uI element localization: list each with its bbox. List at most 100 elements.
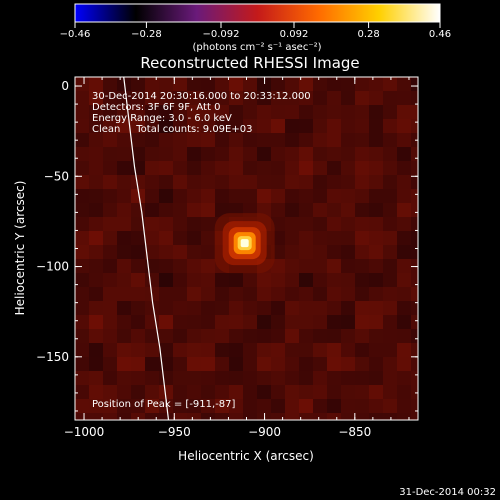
- texture-cell: [355, 161, 369, 175]
- texture-cell: [327, 161, 341, 175]
- y-tick-label: 0: [61, 79, 69, 93]
- texture-cell: [159, 413, 173, 420]
- texture-cell: [285, 231, 299, 245]
- colorbar-tick-label: 0.46: [429, 29, 451, 40]
- texture-cell: [341, 259, 355, 273]
- texture-cell: [369, 315, 383, 329]
- texture-cell: [103, 399, 117, 413]
- texture-cell: [285, 385, 299, 399]
- texture-cell: [215, 119, 229, 133]
- texture-cell: [89, 301, 103, 315]
- texture-cell: [285, 357, 299, 371]
- texture-cell: [243, 385, 257, 399]
- colorbar-tick-label: −0.092: [202, 29, 239, 40]
- texture-cell: [173, 175, 187, 189]
- y-tick-label: −50: [44, 169, 69, 183]
- texture-cell: [397, 385, 411, 399]
- texture-cell: [89, 231, 103, 245]
- texture-cell: [145, 77, 159, 91]
- texture-cell: [229, 343, 243, 357]
- texture-cell: [383, 91, 397, 105]
- y-tick-label: −100: [36, 260, 69, 274]
- texture-cell: [75, 203, 89, 217]
- texture-cell: [397, 161, 411, 175]
- texture-cell: [229, 301, 243, 315]
- texture-cell: [369, 189, 383, 203]
- texture-cell: [187, 315, 201, 329]
- texture-cell: [103, 371, 117, 385]
- texture-cell: [327, 175, 341, 189]
- texture-cell: [89, 147, 103, 161]
- texture-cell: [131, 203, 145, 217]
- texture-cell: [159, 273, 173, 287]
- texture-cell: [313, 357, 327, 371]
- texture-cell: [411, 245, 418, 259]
- texture-cell: [383, 133, 397, 147]
- texture-cell: [383, 371, 397, 385]
- texture-cell: [159, 91, 173, 105]
- texture-cell: [117, 371, 131, 385]
- texture-cell: [397, 371, 411, 385]
- texture-cell: [271, 175, 285, 189]
- texture-cell: [285, 105, 299, 119]
- texture-cell: [145, 189, 159, 203]
- texture-cell: [355, 189, 369, 203]
- texture-cell: [187, 147, 201, 161]
- texture-cell: [201, 133, 215, 147]
- texture-cell: [285, 301, 299, 315]
- texture-cell: [271, 385, 285, 399]
- texture-cell: [369, 371, 383, 385]
- texture-cell: [75, 413, 89, 420]
- texture-cell: [285, 329, 299, 343]
- texture-cell: [411, 413, 418, 420]
- texture-cell: [145, 105, 159, 119]
- texture-cell: [369, 175, 383, 189]
- texture-cell: [257, 105, 271, 119]
- texture-cell: [341, 399, 355, 413]
- texture-cell: [355, 259, 369, 273]
- texture-cell: [103, 77, 117, 91]
- texture-cell: [201, 315, 215, 329]
- texture-cell: [411, 301, 418, 315]
- texture-cell: [397, 217, 411, 231]
- texture-cell: [243, 91, 257, 105]
- texture-cell: [313, 245, 327, 259]
- texture-cell: [369, 147, 383, 161]
- texture-cell: [369, 385, 383, 399]
- texture-cell: [103, 413, 117, 420]
- texture-cell: [159, 105, 173, 119]
- texture-cell: [131, 371, 145, 385]
- texture-cell: [299, 329, 313, 343]
- texture-cell: [159, 133, 173, 147]
- texture-cell: [215, 301, 229, 315]
- texture-cell: [75, 329, 89, 343]
- texture-cell: [89, 133, 103, 147]
- texture-cell: [299, 413, 313, 420]
- colorbar-tick-label: 0.092: [280, 29, 309, 40]
- texture-cell: [89, 357, 103, 371]
- texture-cell: [201, 287, 215, 301]
- texture-cell: [257, 301, 271, 315]
- texture-cell: [117, 217, 131, 231]
- texture-cell: [355, 77, 369, 91]
- texture-cell: [145, 119, 159, 133]
- texture-cell: [299, 147, 313, 161]
- texture-cell: [369, 217, 383, 231]
- texture-cell: [159, 245, 173, 259]
- texture-cell: [145, 273, 159, 287]
- texture-cell: [215, 385, 229, 399]
- texture-cell: [117, 175, 131, 189]
- texture-cell: [341, 105, 355, 119]
- texture-cell: [383, 105, 397, 119]
- texture-cell: [145, 203, 159, 217]
- texture-cell: [285, 161, 299, 175]
- texture-cell: [285, 259, 299, 273]
- texture-cell: [257, 175, 271, 189]
- texture-cell: [341, 301, 355, 315]
- texture-cell: [243, 77, 257, 91]
- texture-cell: [159, 329, 173, 343]
- texture-cell: [75, 105, 89, 119]
- y-axis-label: Heliocentric Y (arcsec): [13, 181, 27, 316]
- texture-cell: [145, 161, 159, 175]
- texture-cell: [145, 343, 159, 357]
